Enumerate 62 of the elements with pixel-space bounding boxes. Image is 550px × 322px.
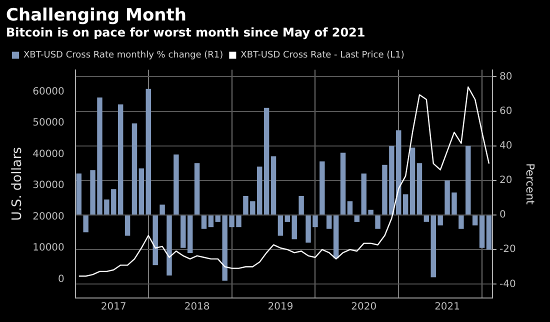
chart-subtitle: Bitcoin is on pace for worst month since May of 2021 <box>6 26 366 40</box>
legend-label: XBT-USD Cross Rate - Last Price (L1) <box>240 50 404 61</box>
bar <box>320 161 325 215</box>
chart-title: Challenging Month <box>6 6 186 26</box>
y-tick-label: 10000 <box>32 242 64 254</box>
bar <box>472 216 478 226</box>
bar <box>479 216 485 248</box>
bar <box>152 216 158 266</box>
bar <box>424 216 430 222</box>
x-tick-label: 2019 <box>268 302 294 313</box>
bar <box>118 104 124 215</box>
bar <box>194 163 200 215</box>
y2-tick-label: 60 <box>499 106 512 117</box>
bar <box>146 88 152 215</box>
bar <box>354 216 360 222</box>
bar <box>264 108 270 215</box>
bar <box>333 216 339 258</box>
bar <box>201 216 207 229</box>
bar <box>416 163 422 215</box>
bar <box>208 216 214 228</box>
y2-axis-title: Percent <box>524 163 537 206</box>
y2-tick-label: -20 <box>499 244 516 256</box>
bar <box>76 174 82 215</box>
bar <box>138 168 144 215</box>
y-tick-label: 50000 <box>32 118 64 129</box>
y2-tick-label: 80 <box>499 71 512 82</box>
bar <box>284 216 290 222</box>
y-tick-label: 60000 <box>32 86 64 98</box>
bar <box>410 148 416 215</box>
y2-tick-label: 20 <box>499 175 512 186</box>
y-tick-label: 40000 <box>32 148 64 160</box>
bar <box>174 154 179 215</box>
bar <box>292 216 297 240</box>
x-tick-label: 2020 <box>351 302 377 313</box>
bar <box>270 156 276 215</box>
bar <box>466 146 471 215</box>
bar <box>340 152 346 215</box>
y-tick-label: 20000 <box>32 211 64 222</box>
y-tick-label: 0 <box>58 274 64 285</box>
bar <box>402 194 408 215</box>
bar <box>215 216 221 222</box>
y2-tick-label: 40 <box>499 140 512 152</box>
y-tick-label: 30000 <box>32 180 64 192</box>
bar <box>124 216 130 236</box>
y2-tick-label: -40 <box>499 278 516 290</box>
y-axis-title: U.S. dollars <box>10 146 26 221</box>
legend-label: XBT-USD Cross Rate monthly % change (R1) <box>24 50 224 61</box>
bar <box>347 201 353 215</box>
x-tick-label: 2021 <box>434 302 460 313</box>
bar <box>160 204 165 215</box>
bar <box>132 123 138 215</box>
bar <box>326 216 332 229</box>
x-tick-label: 2017 <box>100 302 126 313</box>
bar <box>486 216 492 250</box>
x-tick-label: 2018 <box>184 302 210 313</box>
bar <box>83 216 88 232</box>
bar <box>278 216 284 236</box>
bar <box>458 216 464 229</box>
y2-tick-label: 0 <box>499 210 506 221</box>
bar <box>166 216 172 276</box>
bar <box>298 196 304 215</box>
bar <box>375 216 380 229</box>
